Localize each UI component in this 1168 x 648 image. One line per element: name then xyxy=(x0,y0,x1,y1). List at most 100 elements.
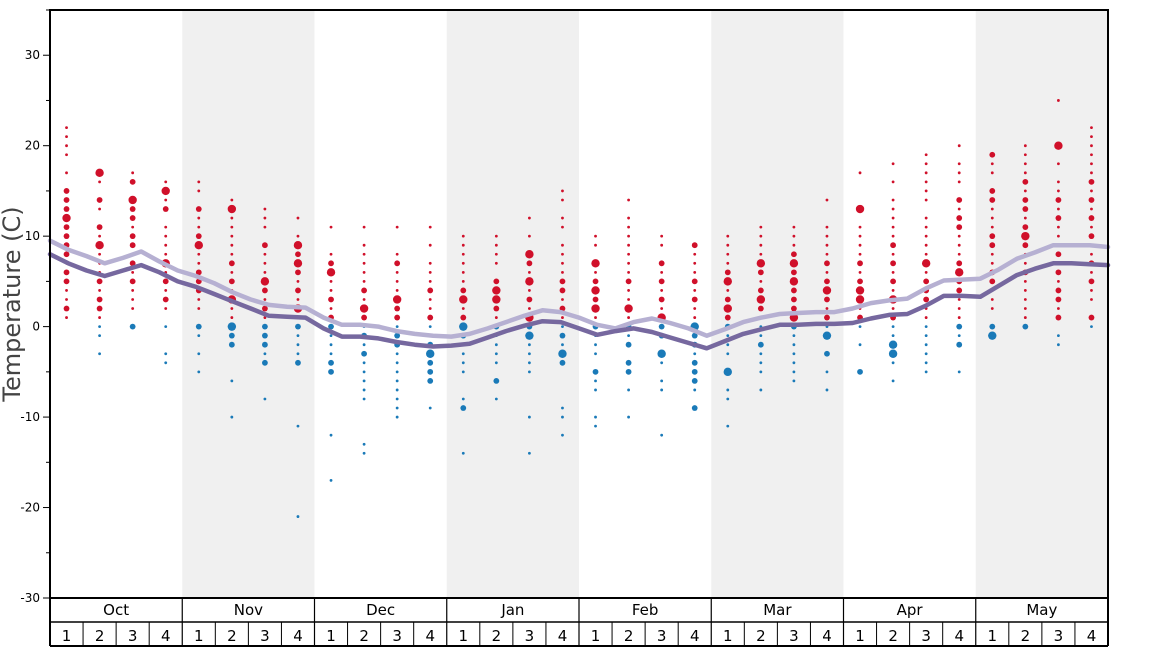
temperature-dot xyxy=(230,234,234,238)
temperature-dot xyxy=(128,195,137,205)
temperature-dot xyxy=(990,261,994,265)
temperature-dot xyxy=(1023,144,1027,148)
temperature-dot xyxy=(726,343,730,347)
temperature-dot xyxy=(957,298,961,301)
temperature-dot xyxy=(197,225,201,229)
temperature-dot xyxy=(792,234,796,238)
temperature-dot xyxy=(98,207,101,211)
month-label: Feb xyxy=(632,601,659,619)
temperature-dot xyxy=(1088,178,1095,185)
temperature-dot xyxy=(924,343,928,347)
temperature-dot xyxy=(691,296,698,303)
temperature-dot xyxy=(756,295,766,304)
y-tick-label: 0 xyxy=(32,320,40,334)
temperature-dot xyxy=(660,243,664,247)
week-label: 2 xyxy=(1021,627,1031,645)
temperature-dot xyxy=(1090,135,1093,139)
temperature-dot xyxy=(427,368,434,375)
temperature-dot xyxy=(161,186,170,196)
temperature-dot xyxy=(1090,289,1093,292)
temperature-dot xyxy=(956,323,963,330)
temperature-dot xyxy=(822,286,832,295)
temperature-dot xyxy=(857,278,863,285)
temperature-dot xyxy=(96,305,103,312)
temperature-dot xyxy=(924,171,928,175)
temperature-dot xyxy=(792,334,796,338)
temperature-dot xyxy=(561,415,564,419)
temperature-dot xyxy=(924,216,928,220)
temperature-dot xyxy=(228,260,235,267)
y-axis-title: Temperature (C) xyxy=(0,206,26,402)
temperature-dot xyxy=(627,334,630,338)
temperature-dot xyxy=(1057,234,1060,238)
temperature-dot xyxy=(528,370,531,374)
temperature-dot xyxy=(63,188,70,194)
week-label: 2 xyxy=(624,627,634,645)
temperature-dot xyxy=(494,243,498,247)
temperature-dot xyxy=(891,216,895,220)
temperature-dot xyxy=(792,243,796,247)
temperature-dot xyxy=(262,242,268,249)
temperature-dot xyxy=(296,234,300,238)
temperature-dot xyxy=(362,397,366,401)
temperature-dot xyxy=(1057,343,1060,347)
temperature-dot xyxy=(559,287,566,294)
temperature-dot xyxy=(461,279,465,283)
temperature-dot xyxy=(528,307,531,310)
temperature-dot xyxy=(594,243,597,247)
temperature-dot xyxy=(263,397,267,401)
temperature-dot xyxy=(858,252,862,256)
temperature-dot xyxy=(395,289,399,292)
temperature-dot xyxy=(890,260,896,267)
temperature-dot xyxy=(660,307,664,310)
temperature-dot xyxy=(693,352,697,356)
y-tick-label: -20 xyxy=(20,501,40,515)
temperature-dot xyxy=(329,307,333,310)
temperature-dot xyxy=(957,307,961,310)
temperature-dot xyxy=(326,268,336,277)
temperature-dot xyxy=(627,261,630,265)
temperature-dot xyxy=(924,370,928,374)
temperature-dot xyxy=(62,213,71,223)
temperature-dot xyxy=(362,225,366,229)
temperature-dot xyxy=(395,370,399,374)
average-lines xyxy=(47,238,1111,351)
week-label: 4 xyxy=(425,627,435,645)
temperature-dot xyxy=(1055,215,1062,221)
month-label: Nov xyxy=(234,601,263,619)
week-label: 3 xyxy=(260,627,270,645)
temperature-dot xyxy=(98,334,101,338)
temperature-dot xyxy=(263,270,267,274)
temperature-dot xyxy=(825,370,829,374)
temperature-dot xyxy=(494,343,498,347)
temperature-dot xyxy=(759,388,763,392)
temperature-dot xyxy=(726,289,730,292)
temperature-dot xyxy=(461,307,465,310)
temperature-dot xyxy=(394,305,401,312)
temperature-dot xyxy=(561,216,564,220)
temperature-dot xyxy=(528,289,531,292)
week-label: 3 xyxy=(657,627,667,645)
temperature-dot xyxy=(262,323,268,330)
temperature-dot xyxy=(96,296,103,303)
temperature-dot xyxy=(957,180,961,184)
temperature-dot xyxy=(230,225,234,229)
temperature-dot xyxy=(990,225,994,229)
temperature-dot xyxy=(528,270,531,274)
temperature-dot xyxy=(726,252,730,256)
temperature-dot xyxy=(228,341,235,348)
temperature-dot xyxy=(1057,207,1060,211)
month-label: Apr xyxy=(897,601,924,619)
temperature-dot xyxy=(591,259,600,268)
temperature-dot xyxy=(131,225,135,229)
temperature-dot xyxy=(295,251,301,258)
week-label: 3 xyxy=(128,627,138,645)
temperature-dot xyxy=(428,307,432,310)
temperature-dot xyxy=(1088,215,1095,221)
temperature-dot xyxy=(561,298,564,301)
y-tick-label: -10 xyxy=(20,410,40,424)
temperature-dot xyxy=(858,243,862,247)
temperature-dot xyxy=(561,406,564,410)
temperature-dot xyxy=(361,314,367,321)
temperature-dot xyxy=(924,352,928,356)
